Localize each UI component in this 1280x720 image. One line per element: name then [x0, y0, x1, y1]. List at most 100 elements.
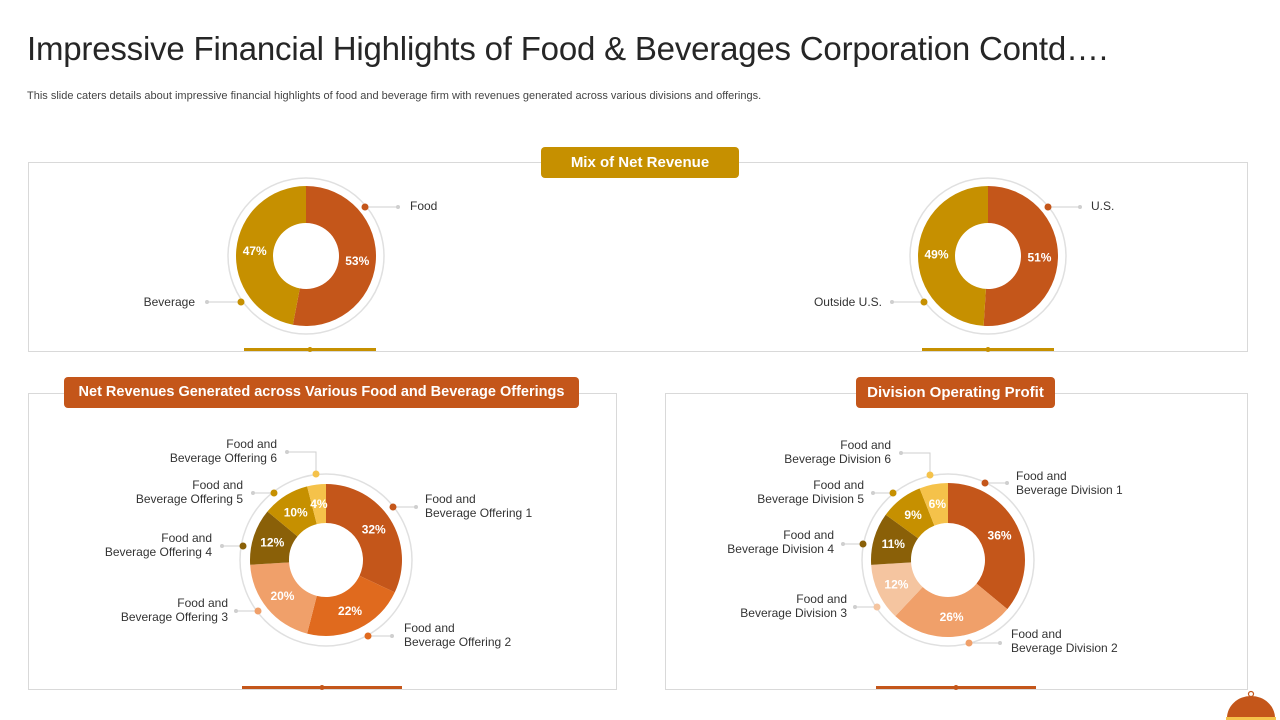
- callout-dot: [270, 489, 278, 497]
- slice-value-label: 36%: [988, 529, 1012, 543]
- callout-dot: [364, 632, 372, 640]
- callout-end-dot: [871, 491, 875, 495]
- callout-end-dot: [1005, 481, 1009, 485]
- slice-category-label: Outside U.S.: [814, 295, 882, 309]
- donut-outer-ring: [909, 177, 1067, 335]
- donut-slice-1: [948, 483, 1025, 610]
- mix-us-outside-donut: 51% U.S. 49% Outside U.S.: [814, 177, 1114, 335]
- slice-category-label: Food and Beverage Division 1: [1016, 469, 1123, 497]
- slice-category-label: Food and Beverage Division 4: [727, 528, 834, 556]
- callout-end-dot: [205, 300, 209, 304]
- corner-decoration-icon: [1226, 690, 1276, 720]
- callout-dot: [926, 471, 934, 479]
- slice-value-label: 9%: [904, 508, 922, 522]
- callout-end-dot: [890, 300, 894, 304]
- callout-dot: [361, 203, 369, 211]
- slice-value-label: 12%: [260, 536, 284, 550]
- division-panel: [665, 393, 1248, 690]
- callout-dot: [920, 298, 928, 306]
- slice-value-label: 10%: [284, 505, 308, 519]
- donut-slice-3: [871, 562, 923, 617]
- slice-value-label: 22%: [338, 604, 362, 618]
- callout-dot: [873, 603, 881, 611]
- slice-value-label: 32%: [362, 523, 386, 537]
- callout-dot: [965, 639, 973, 647]
- donut-outer-ring: [239, 473, 413, 647]
- mix-section-badge: Mix of Net Revenue: [541, 147, 739, 178]
- slice-category-label: Food and Beverage Division 2: [1011, 627, 1118, 655]
- slice-value-label: 26%: [940, 610, 964, 624]
- donut-slice-2: [307, 575, 395, 636]
- donut-slice-4: [249, 511, 298, 565]
- callout-end-dot: [251, 491, 255, 495]
- slice-value-label: 12%: [884, 577, 908, 591]
- slice-value-label: 53%: [345, 254, 369, 268]
- donut-outer-ring: [227, 177, 385, 335]
- callout-end-dot: [396, 205, 400, 209]
- page-title: Impressive Financial Highlights of Food …: [27, 30, 1108, 67]
- callout-end-dot: [390, 634, 394, 638]
- slice-value-label: 6%: [929, 497, 947, 511]
- callout-end-dot: [853, 605, 857, 609]
- callout-end-dot: [899, 451, 903, 455]
- slice-value-label: 51%: [1027, 251, 1051, 265]
- donut-slice-1: [326, 484, 402, 593]
- slice-category-label: U.S.: [1091, 199, 1114, 213]
- underline-bars: [242, 347, 1054, 690]
- donut-slice-2: [918, 186, 988, 326]
- callout-end-dot: [1078, 205, 1082, 209]
- page-subtitle: This slide caters details about impressi…: [27, 90, 762, 102]
- donut-slice-3: [250, 562, 317, 634]
- donut-slice-2: [236, 186, 306, 325]
- callout-end-dot: [234, 609, 238, 613]
- slice-value-label: 4%: [310, 497, 328, 511]
- offerings-donut: 32% Food and Beverage Offering 1 22% Food an…: [105, 437, 533, 649]
- slice-value-label: 49%: [925, 247, 949, 261]
- slice-category-label: Food and Beverage Offering 2: [404, 621, 512, 649]
- donut-slice-5: [267, 486, 317, 537]
- offerings-section-badge: Net Revenues Generated across Various Fo…: [64, 377, 579, 408]
- donut-slice-5: [885, 488, 935, 539]
- callout-dot: [239, 542, 247, 550]
- callout-dot: [237, 298, 245, 306]
- offerings-panel: [28, 393, 617, 690]
- mix-food-beverage-donut: 53% Food 47% Beverage: [144, 177, 437, 335]
- callout-line: [287, 451, 317, 474]
- slice-value-label: 20%: [270, 589, 294, 603]
- slice-category-label: Food and Beverage Division 5: [757, 478, 864, 506]
- donut-slice-6: [919, 483, 948, 526]
- callout-end-dot: [220, 544, 224, 548]
- callout-end-dot: [414, 505, 418, 509]
- donut-slice-6: [307, 484, 326, 525]
- slice-category-label: Food and Beverage Division 3: [740, 592, 847, 620]
- callout-end-dot: [841, 542, 845, 546]
- donut-slice-2: [895, 583, 1008, 637]
- slice-category-label: Food and Beverage Offering 4: [105, 531, 213, 559]
- callout-line: [901, 452, 931, 475]
- callout-end-dot: [998, 641, 1002, 645]
- callout-dot: [1044, 203, 1052, 211]
- donut-slice-1: [983, 186, 1059, 326]
- slice-category-label: Food and Beverage Offering 3: [121, 596, 229, 624]
- slice-category-label: Food and Beverage Offering 6: [170, 437, 278, 465]
- callout-dot: [981, 479, 989, 487]
- donut-slice-1: [292, 186, 376, 326]
- slice-category-label: Food and Beverage Division 6: [784, 438, 891, 466]
- callout-dot: [859, 540, 867, 548]
- slice-value-label: 11%: [882, 537, 906, 551]
- slice-category-label: Food: [410, 199, 437, 213]
- callout-dot: [889, 489, 897, 497]
- donut-outer-ring: [861, 473, 1035, 647]
- callout-dot: [312, 470, 320, 478]
- callout-dot: [389, 503, 397, 511]
- slice-category-label: Food and Beverage Offering 1: [425, 492, 533, 520]
- callout-end-dot: [285, 450, 289, 454]
- slice-category-label: Food and Beverage Offering 5: [136, 478, 244, 506]
- slice-category-label: Beverage: [144, 295, 196, 309]
- slice-value-label: 47%: [243, 244, 267, 258]
- donut-slice-4: [871, 514, 919, 565]
- division-profit-donut: 36% Food and Beverage Division 1 26% Food an…: [727, 438, 1123, 655]
- callout-dot: [254, 607, 262, 615]
- division-section-badge: Division Operating Profit: [856, 377, 1055, 408]
